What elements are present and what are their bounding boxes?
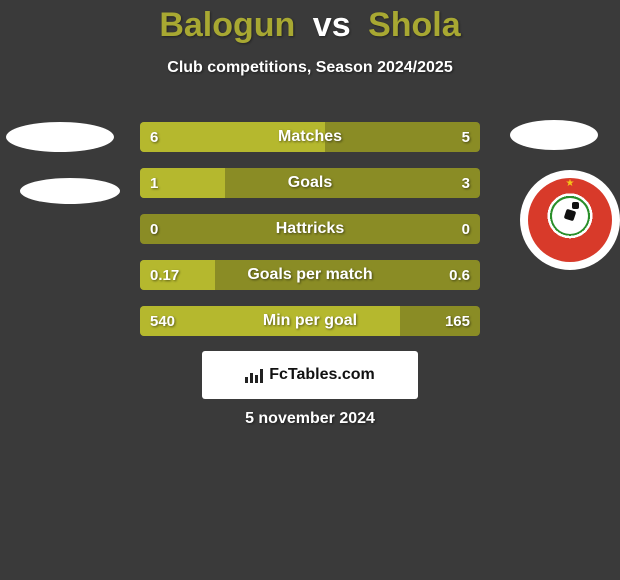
attribution-text: FcTables.com xyxy=(269,366,375,384)
stat-label: Goals per match xyxy=(140,260,480,290)
player-left-club-placeholder xyxy=(20,178,120,204)
date-text: 5 november 2024 xyxy=(0,410,620,428)
stat-row: 540Min per goal165 xyxy=(140,306,480,336)
stat-label: Hattricks xyxy=(140,214,480,244)
bar-chart-icon xyxy=(245,367,265,383)
player-right-name: Shola xyxy=(368,6,461,44)
stats-bars: 6Matches5 1Goals3 0Hattricks0 0.17Goals per… xyxy=(140,122,480,352)
stat-value-right: 5 xyxy=(452,122,480,152)
stat-row: 0.17Goals per match0.6 xyxy=(140,260,480,290)
player-right-avatar-placeholder xyxy=(510,120,598,150)
attribution-badge: FcTables.com xyxy=(202,351,418,399)
stat-value-right: 3 xyxy=(452,168,480,198)
stat-label: Matches xyxy=(140,122,480,152)
stat-row: 6Matches5 xyxy=(140,122,480,152)
soccer-ball-icon xyxy=(552,198,588,234)
stat-row: 1Goals3 xyxy=(140,168,480,198)
stat-label: Min per goal xyxy=(140,306,480,336)
star-icon: ★ xyxy=(566,178,575,189)
player-left-name: Balogun xyxy=(159,6,295,44)
stat-value-right: 0 xyxy=(452,214,480,244)
vs-text: vs xyxy=(313,6,351,44)
player-left-avatar-placeholder xyxy=(6,122,114,152)
player-right-club-badge: ★ xyxy=(520,170,620,270)
stat-value-right: 0.6 xyxy=(439,260,480,290)
stat-value-right: 165 xyxy=(435,306,480,336)
stat-label: Goals xyxy=(140,168,480,198)
subtitle: Club competitions, Season 2024/2025 xyxy=(0,59,620,77)
page-title: Balogun vs Shola xyxy=(0,0,620,45)
stat-row: 0Hattricks0 xyxy=(140,214,480,244)
